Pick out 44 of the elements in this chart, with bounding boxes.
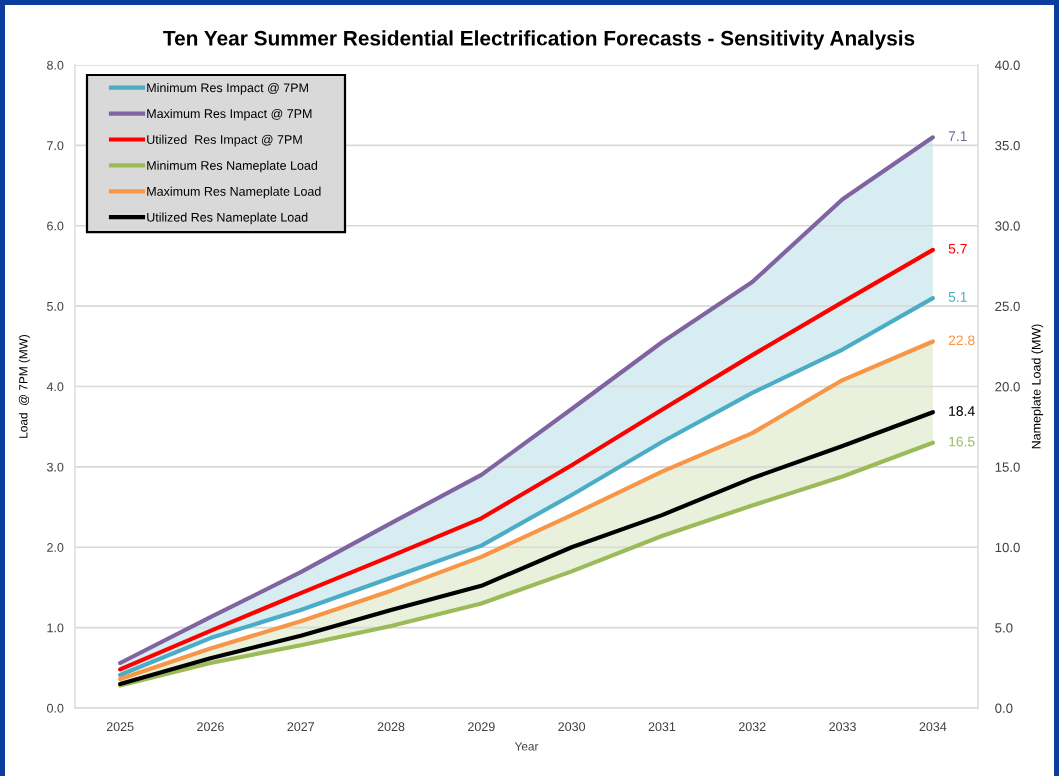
- x-axis-title: Year: [514, 742, 539, 751]
- y-tick-label: 6.0: [47, 221, 64, 231]
- x-tick-label: 2025: [106, 722, 134, 732]
- y-tick-label: 7.0: [47, 141, 64, 151]
- x-tick-label: 2034: [919, 722, 947, 732]
- x-tick-label: 2029: [468, 722, 495, 732]
- y2-tick-label: 35.0: [995, 140, 1020, 151]
- x-tick-label: 2026: [197, 722, 224, 732]
- y-tick-label: 0.0: [47, 703, 64, 713]
- legend-label: Maximum Res Nameplate Load: [147, 186, 321, 199]
- x-tick-label: 2030: [558, 722, 586, 732]
- y-tick-label: 3.0: [46, 462, 64, 472]
- data-label: 7.1: [948, 131, 967, 141]
- data-label: 16.5: [949, 436, 975, 447]
- data-label: 18.4: [949, 406, 975, 416]
- legend-label: Minimum Res Impact @ 7PM: [147, 83, 308, 95]
- y-tick-label: 4.0: [46, 382, 64, 392]
- x-tick-label: 2027: [287, 722, 315, 732]
- legend-label: Utilized Res Nameplate Load: [147, 212, 308, 225]
- y2-tick-label: 30.0: [995, 221, 1020, 231]
- y2-tick-label: 0.0: [995, 703, 1013, 713]
- legend-label: Maximum Res Impact @ 7PM: [147, 108, 312, 121]
- y2-tick-label: 5.0: [995, 623, 1013, 633]
- data-label: 5.1: [948, 292, 967, 302]
- y-axis-title: Load @ 7PM (MW): [18, 334, 30, 438]
- x-tick-label: 2028: [377, 722, 405, 732]
- y2-axis-title: Nameplate Load (MW): [1031, 324, 1044, 449]
- y2-tick-label: 15.0: [995, 462, 1020, 472]
- chart-title: Ten Year Summer Residential Electrification Forecasts - Sensitivity Analysis: [163, 30, 915, 50]
- x-tick-label: 2032: [738, 722, 766, 732]
- x-tick-label: 2033: [829, 722, 856, 732]
- y2-tick-label: 40.0: [994, 60, 1020, 70]
- y-tick-label: 2.0: [47, 543, 64, 552]
- y-tick-label: 1.0: [47, 623, 64, 633]
- x-tick-label: 2031: [648, 722, 676, 732]
- y2-tick-label: 20.0: [995, 382, 1020, 392]
- y-tick-label: 8.0: [47, 60, 64, 70]
- data-label: 5.7: [948, 243, 967, 254]
- y2-tick-label: 25.0: [995, 301, 1020, 312]
- legend-label: Utilized Res Impact @ 7PM: [147, 134, 302, 147]
- y2-tick-label: 10.0: [995, 542, 1020, 553]
- legend-label: Minimum Res Nameplate Load: [147, 160, 318, 173]
- data-label: 22.8: [948, 335, 975, 346]
- y-tick-label: 5.0: [47, 301, 64, 311]
